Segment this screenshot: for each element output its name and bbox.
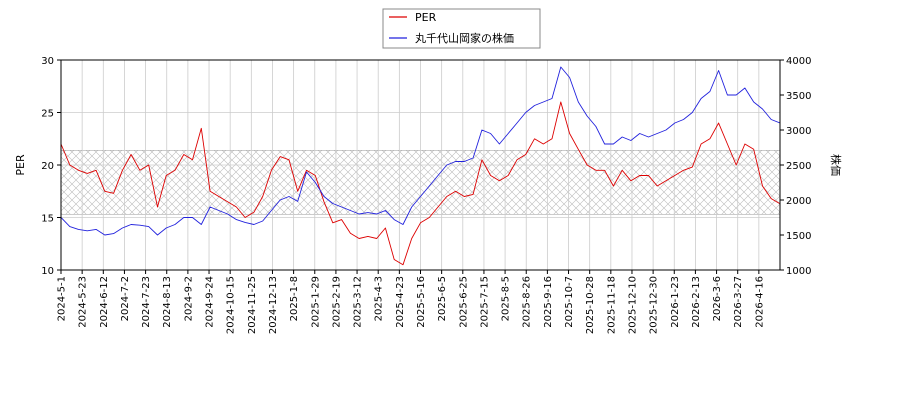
x-tick-label: 2025-1-8	[289, 276, 300, 321]
series-layer	[61, 66, 780, 266]
y-left-tick-label: 25	[41, 109, 54, 120]
x-tick-label: 2025-1-29	[310, 276, 321, 328]
legend-label-price: 丸千代山岡家の株価	[415, 31, 514, 45]
y-right-tick-label: 1500	[786, 231, 811, 242]
x-tick-label: 2025-10-7	[564, 276, 575, 328]
y-right-tick-label: 2000	[786, 196, 811, 207]
x-tick-label: 2024-5-23	[78, 276, 89, 328]
y-right-tick-label: 4000	[786, 56, 811, 67]
y-left-tick-label: 15	[41, 214, 54, 225]
x-tick-label: 2024-9-2	[183, 276, 194, 321]
x-tick-label: 2025-2-19	[331, 276, 342, 328]
x-tick-label: 2025-4-23	[395, 276, 406, 328]
x-tick-label: 2024-7-23	[141, 276, 152, 328]
x-tick-label: 2026-1-23	[670, 276, 681, 328]
x-tick-label: 2026-3-27	[733, 276, 744, 328]
x-tick-label: 2026-3-6	[712, 276, 723, 321]
x-tick-label: 2025-3-12	[353, 276, 364, 328]
y-axis-right-title: 株価	[829, 154, 843, 176]
x-tick-label: 2024-10-15	[226, 276, 237, 334]
series-line-per	[61, 101, 780, 266]
y-axis-right: 1000 1500 2000 2500 3000 3500 4000	[780, 56, 811, 277]
x-tick-label: 2026-2-13	[691, 276, 702, 328]
grid	[60, 59, 780, 271]
x-axis: 2024-5-1 2024-5-23 2024-6-12 2024-7-2 2024-7…	[57, 270, 765, 334]
y-axis-left-title: PER	[14, 154, 27, 176]
y-right-tick-label: 1000	[786, 266, 811, 277]
x-tick-label: 2025-10-28	[585, 276, 596, 334]
y-left-tick-label: 30	[41, 56, 54, 67]
x-tick-label: 2025-4-3	[374, 276, 385, 321]
x-tick-label: 2024-8-13	[162, 276, 173, 328]
x-tick-label: 2025-7-15	[479, 276, 490, 328]
x-tick-label: 2025-8-26	[522, 276, 533, 328]
series-line-price	[61, 66, 780, 236]
x-tick-label: 2025-8-5	[501, 276, 512, 321]
legend-label-per: PER	[415, 11, 437, 24]
legend: PER 丸千代山岡家の株価	[382, 8, 541, 49]
y-right-tick-label: 3500	[786, 91, 811, 102]
y-right-tick-label: 3000	[786, 126, 811, 137]
y-right-tick-label: 2500	[786, 161, 811, 172]
x-tick-label: 2024-6-12	[99, 276, 110, 328]
x-tick-label: 2024-12-13	[268, 276, 279, 334]
x-tick-label: 2024-7-2	[120, 276, 131, 321]
legend-box	[382, 8, 541, 49]
x-tick-label: 2024-9-24	[205, 276, 216, 328]
x-tick-label: 2025-11-18	[606, 276, 617, 334]
x-tick-label: 2025-12-30	[649, 276, 660, 334]
y-axis-left: 10 15 20 25 30	[41, 56, 61, 277]
x-tick-label: 2024-11-25	[247, 276, 258, 334]
x-tick-label: 2024-5-1	[57, 276, 68, 321]
x-tick-label: 2025-12-10	[627, 276, 638, 334]
x-tick-label: 2025-6-5	[437, 276, 448, 321]
y-left-tick-label: 20	[41, 161, 54, 172]
x-tick-label: 2025-6-25	[458, 276, 469, 328]
x-tick-label: 2026-4-16	[754, 276, 765, 328]
y-left-tick-label: 10	[41, 266, 54, 277]
x-tick-label: 2025-9-16	[543, 276, 554, 328]
x-tick-label: 2025-5-16	[416, 276, 427, 328]
